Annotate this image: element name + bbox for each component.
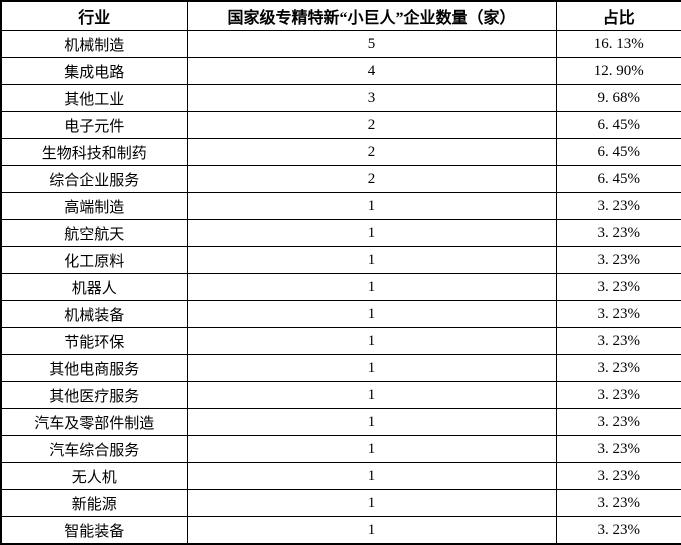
industry-cell: 节能环保 <box>0 327 188 355</box>
header-count: 国家级专精特新“小巨人”企业数量（家） <box>186 0 557 31</box>
industry-cell: 智能装备 <box>0 516 188 545</box>
count-cell: 1 <box>186 381 557 409</box>
table-row: 其他医疗服务 1 3. 23% <box>0 381 681 409</box>
count-cell: 2 <box>186 165 557 193</box>
table-row: 汽车综合服务 1 3. 23% <box>0 435 681 463</box>
table-row: 无人机 1 3. 23% <box>0 462 681 490</box>
table-row: 高端制造 1 3. 23% <box>0 192 681 220</box>
share-cell: 3. 23% <box>555 435 681 463</box>
share-cell: 3. 23% <box>555 381 681 409</box>
count-cell: 2 <box>186 138 557 166</box>
share-cell: 12. 90% <box>555 57 681 85</box>
industry-cell: 汽车及零部件制造 <box>0 408 188 436</box>
industry-cell: 无人机 <box>0 462 188 490</box>
count-cell: 1 <box>186 300 557 328</box>
industry-cell: 汽车综合服务 <box>0 435 188 463</box>
count-cell: 1 <box>186 408 557 436</box>
share-cell: 3. 23% <box>555 408 681 436</box>
industry-cell: 机械制造 <box>0 30 188 58</box>
industry-cell: 高端制造 <box>0 192 188 220</box>
count-cell: 1 <box>186 219 557 247</box>
count-cell: 1 <box>186 489 557 517</box>
count-cell: 1 <box>186 435 557 463</box>
header-industry: 行业 <box>0 0 188 31</box>
table-body: 机械制造 5 16. 13% 集成电路 4 12. 90% 其他工业 3 9. 68% 电子元件 2… <box>0 30 681 545</box>
industry-cell: 综合企业服务 <box>0 165 188 193</box>
share-cell: 3. 23% <box>555 219 681 247</box>
share-cell: 3. 23% <box>555 246 681 274</box>
share-cell: 3. 23% <box>555 489 681 517</box>
share-cell: 6. 45% <box>555 165 681 193</box>
share-cell: 3. 23% <box>555 273 681 301</box>
share-cell: 3. 23% <box>555 192 681 220</box>
count-cell: 2 <box>186 111 557 139</box>
share-cell: 3. 23% <box>555 354 681 382</box>
table-row: 生物科技和制药 2 6. 45% <box>0 138 681 166</box>
table-row: 新能源 1 3. 23% <box>0 489 681 517</box>
industry-cell: 机器人 <box>0 273 188 301</box>
industry-cell: 集成电路 <box>0 57 188 85</box>
table-header: 行业 国家级专精特新“小巨人”企业数量（家） 占比 <box>0 0 681 31</box>
industry-cell: 电子元件 <box>0 111 188 139</box>
count-cell: 1 <box>186 462 557 490</box>
count-cell: 1 <box>186 192 557 220</box>
table-row: 机器人 1 3. 23% <box>0 273 681 301</box>
header-row: 行业 国家级专精特新“小巨人”企业数量（家） 占比 <box>0 0 681 31</box>
table-row: 化工原料 1 3. 23% <box>0 246 681 274</box>
table-row: 电子元件 2 6. 45% <box>0 111 681 139</box>
industry-cell: 机械装备 <box>0 300 188 328</box>
share-cell: 3. 23% <box>555 516 681 545</box>
industry-cell: 新能源 <box>0 489 188 517</box>
share-cell: 16. 13% <box>555 30 681 58</box>
table-row: 其他电商服务 1 3. 23% <box>0 354 681 382</box>
share-cell: 9. 68% <box>555 84 681 112</box>
count-cell: 1 <box>186 516 557 545</box>
share-cell: 6. 45% <box>555 111 681 139</box>
share-cell: 3. 23% <box>555 300 681 328</box>
industry-cell: 其他工业 <box>0 84 188 112</box>
industry-cell: 航空航天 <box>0 219 188 247</box>
industry-cell: 其他医疗服务 <box>0 381 188 409</box>
table-row: 机械制造 5 16. 13% <box>0 30 681 58</box>
count-cell: 3 <box>186 84 557 112</box>
count-cell: 1 <box>186 246 557 274</box>
table-row: 汽车及零部件制造 1 3. 23% <box>0 408 681 436</box>
table-row: 节能环保 1 3. 23% <box>0 327 681 355</box>
share-cell: 3. 23% <box>555 327 681 355</box>
table-row: 集成电路 4 12. 90% <box>0 57 681 85</box>
share-cell: 6. 45% <box>555 138 681 166</box>
table-row: 综合企业服务 2 6. 45% <box>0 165 681 193</box>
industry-cell: 其他电商服务 <box>0 354 188 382</box>
share-cell: 3. 23% <box>555 462 681 490</box>
table-row: 智能装备 1 3. 23% <box>0 516 681 545</box>
count-cell: 4 <box>186 57 557 85</box>
count-cell: 5 <box>186 30 557 58</box>
industry-cell: 生物科技和制药 <box>0 138 188 166</box>
count-cell: 1 <box>186 327 557 355</box>
table-row: 机械装备 1 3. 23% <box>0 300 681 328</box>
table-row: 航空航天 1 3. 23% <box>0 219 681 247</box>
header-share: 占比 <box>555 0 681 31</box>
table-row: 其他工业 3 9. 68% <box>0 84 681 112</box>
count-cell: 1 <box>186 273 557 301</box>
industry-cell: 化工原料 <box>0 246 188 274</box>
count-cell: 1 <box>186 354 557 382</box>
